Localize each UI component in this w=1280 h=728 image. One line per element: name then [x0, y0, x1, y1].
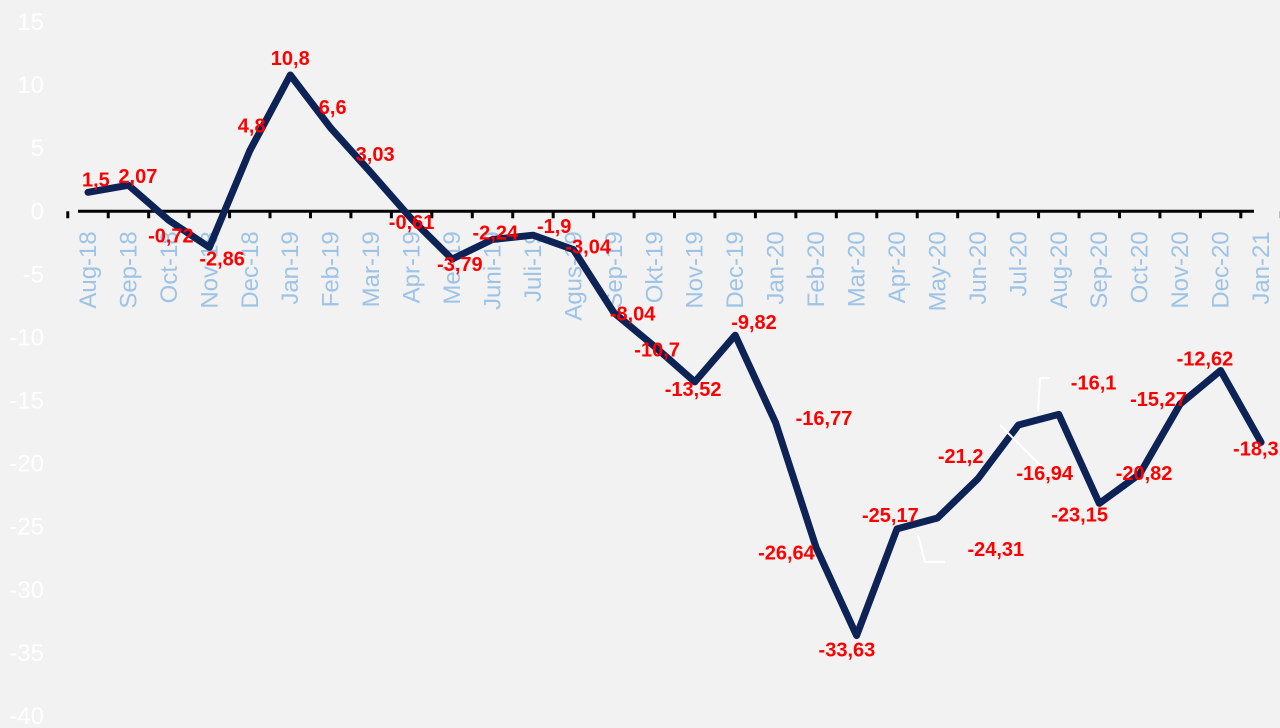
x-tick-label: Aug-18	[75, 231, 102, 308]
y-tick-label: 15	[17, 9, 44, 36]
y-tick-label: -5	[23, 261, 44, 288]
x-tick-label: Jan-21	[1248, 231, 1275, 304]
x-tick-label: Apr-20	[884, 231, 911, 303]
data-label: -24,31	[967, 539, 1024, 561]
x-tick-label: Dec-18	[237, 231, 264, 308]
data-label: -26,64	[758, 542, 816, 564]
data-label: -20,82	[1116, 463, 1173, 485]
y-tick-label: 5	[31, 135, 44, 162]
x-tick-label: Jan-19	[277, 231, 304, 304]
data-label: -13,52	[665, 379, 722, 401]
data-label: -8,04	[610, 304, 656, 326]
y-tick-label: 0	[31, 198, 44, 225]
x-tick-label: Nov-19	[682, 231, 709, 308]
x-tick-label: Okt-19	[641, 231, 668, 303]
label-leader-line	[917, 534, 945, 563]
x-tick-label: Jan-20	[763, 231, 790, 304]
x-tick-label: Jun-20	[965, 231, 992, 304]
data-label: -3,04	[565, 237, 611, 259]
label-leader-line	[999, 424, 1042, 466]
data-label: -16,1	[1071, 372, 1117, 394]
y-axis-ticks: 15 10 5 0 -5 -10 -15 -20 -25 -30 -35 -40	[9, 9, 44, 728]
x-tick-label: Dec-20	[1208, 231, 1235, 308]
x-tick-label: Feb-20	[803, 231, 830, 307]
data-label: -2,86	[199, 248, 245, 270]
y-tick-label: -30	[9, 577, 44, 604]
y-tick-label: 10	[17, 72, 44, 99]
y-tick-label: -15	[9, 388, 44, 415]
x-tick-label: Sep-18	[115, 231, 142, 308]
x-tick-label: Sep-20	[1086, 231, 1113, 308]
x-tick-label: Mar-19	[358, 231, 385, 307]
x-tick-label: Oct-18	[156, 231, 183, 303]
data-label: -18,31	[1233, 438, 1280, 460]
data-label: 2,07	[118, 166, 157, 188]
y-tick-label: -40	[9, 703, 44, 728]
data-label: -16,94	[1016, 463, 1074, 485]
x-tick-label: Oct-20	[1127, 231, 1154, 303]
x-tick-label: Aug-20	[1046, 231, 1073, 308]
series-line	[84, 71, 1265, 640]
data-label: 3,03	[356, 144, 395, 166]
y-tick-label: -10	[9, 324, 44, 351]
y-tick-label: -25	[9, 514, 44, 541]
data-label: -12,62	[1177, 349, 1234, 371]
data-label: -2,24	[473, 223, 519, 245]
x-tick-label: Apr-19	[399, 231, 426, 303]
x-tick-label: Feb-19	[318, 231, 345, 307]
data-label: 1,5	[82, 169, 110, 191]
data-label: -9,82	[731, 312, 777, 334]
data-label: -0,61	[389, 212, 435, 234]
x-tick-label: May-20	[924, 231, 951, 311]
data-label: -16,77	[796, 408, 853, 430]
data-label: -23,15	[1051, 504, 1108, 526]
y-tick-label: -20	[9, 451, 44, 478]
y-tick-label: -35	[9, 640, 44, 667]
x-tick-label: Mar-20	[844, 231, 871, 307]
x-tick-label: Jul-20	[1005, 231, 1032, 296]
x-axis-tick-marks	[66, 211, 1280, 219]
x-tick-label: Dec-19	[722, 231, 749, 308]
data-label: -3,79	[437, 254, 483, 276]
data-labels: 1,5 2,07 -0,72-2,86 4,8 10,8 6,6 3,03 -0,61-3,7…	[82, 48, 1280, 662]
data-label: 6,6	[319, 97, 347, 119]
data-label-leaders	[917, 377, 1050, 563]
data-label: 10,8	[271, 48, 310, 70]
x-tick-label: Nov-20	[1167, 231, 1194, 308]
data-label: -1,9	[537, 216, 571, 238]
label-leader-line	[1037, 377, 1050, 413]
data-label: -21,2	[938, 446, 984, 468]
data-label: -33,63	[819, 640, 876, 662]
data-label: -0,72	[148, 225, 194, 247]
x-tick-label: Juli-19	[520, 231, 547, 302]
data-label: 4,8	[238, 116, 266, 138]
x-axis-tick-labels: Aug-18 Sep-18 Oct-18 Nov-18 Dec-18 Jan-19 Feb-…	[75, 231, 1275, 320]
data-label: -25,17	[862, 505, 919, 527]
data-label: -15,27	[1130, 389, 1187, 411]
data-label: -10,7	[634, 339, 680, 361]
x-tick-label: Mei-19	[439, 231, 466, 304]
